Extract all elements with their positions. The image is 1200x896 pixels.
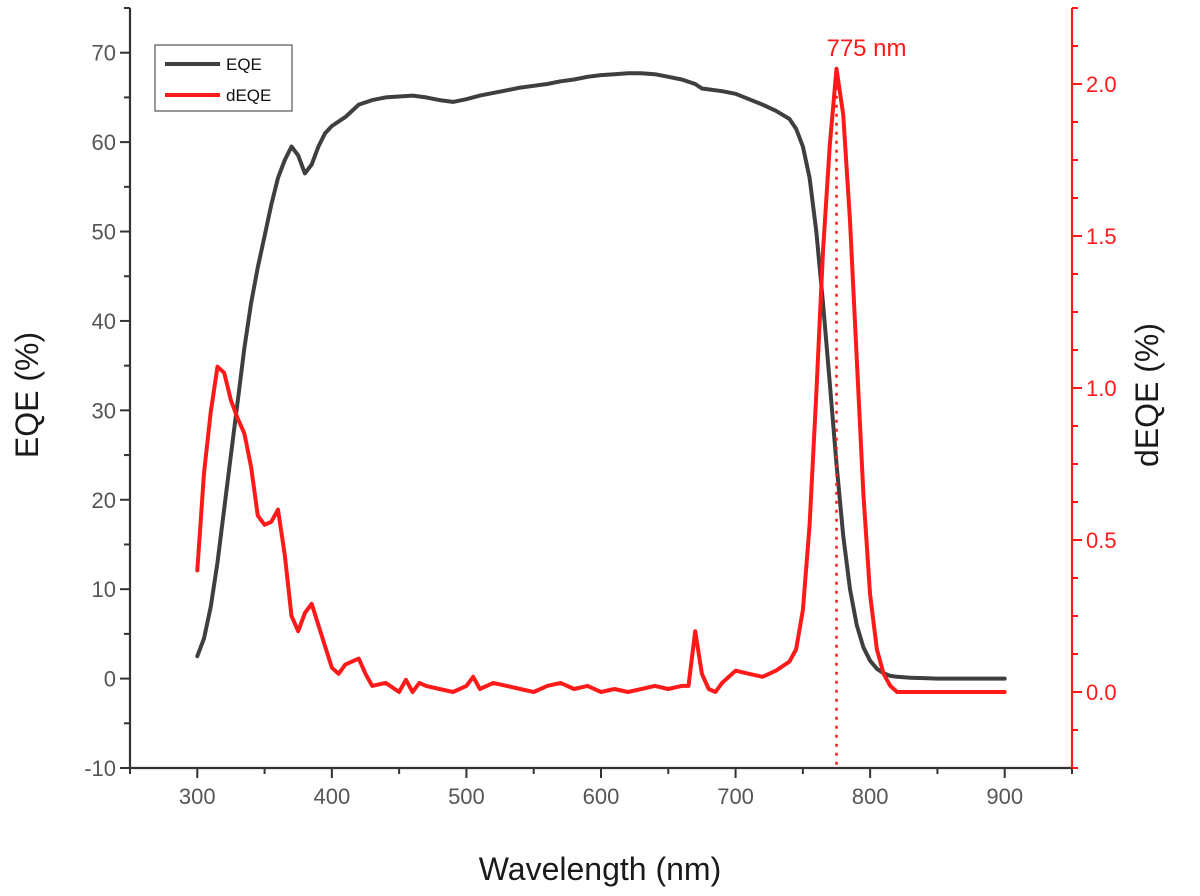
y2-tick-label: 1.5 <box>1086 224 1117 249</box>
y-tick-label: 0 <box>104 667 116 692</box>
legend-box <box>154 44 293 112</box>
series-line-eqe <box>195 71 1007 681</box>
legend-label-deqe: dEQE <box>226 86 271 105</box>
y2-axis-title: dEQE (%) <box>1129 323 1165 467</box>
y2-tick-label: 2.0 <box>1086 72 1117 97</box>
x-tick-label: 600 <box>583 784 620 809</box>
y-tick-label: 70 <box>92 41 116 66</box>
y-axis-title: EQE (%) <box>9 332 45 458</box>
x-tick-label: 500 <box>448 784 485 809</box>
y-tick-label: 50 <box>92 220 116 245</box>
peak-annotation-label: 775 nm <box>826 35 906 62</box>
series-group <box>195 66 1007 694</box>
x-tick-label: 900 <box>986 784 1023 809</box>
y-tick-label: 60 <box>92 130 116 155</box>
y2-tick-label: 0.0 <box>1086 680 1117 705</box>
series-line-deqe <box>195 66 1007 694</box>
y2-tick-label: 0.5 <box>1086 528 1117 553</box>
x-tick-label: 700 <box>717 784 754 809</box>
y-tick-label: 40 <box>92 309 116 334</box>
y-tick-label: 10 <box>92 577 116 602</box>
legend: EQE dEQE <box>154 44 293 112</box>
axes-group <box>128 8 1074 770</box>
y2-tick-label: 1.0 <box>1086 376 1117 401</box>
y-tick-label: 30 <box>92 398 116 423</box>
x-tick-label: 800 <box>852 784 889 809</box>
x-tick-label: 300 <box>179 784 216 809</box>
x-tick-label: 400 <box>313 784 350 809</box>
legend-label-eqe: EQE <box>226 55 262 74</box>
y-tick-label: -10 <box>84 756 116 781</box>
annotation-group: 775 nm <box>826 35 907 768</box>
ticks-group: 300 400 500 600 700 800 900 -10 0 10 20 30 40 50 60 70 0… <box>84 7 1117 809</box>
y-tick-label: 20 <box>92 488 116 513</box>
x-axis-title: Wavelength (nm) <box>479 851 721 887</box>
